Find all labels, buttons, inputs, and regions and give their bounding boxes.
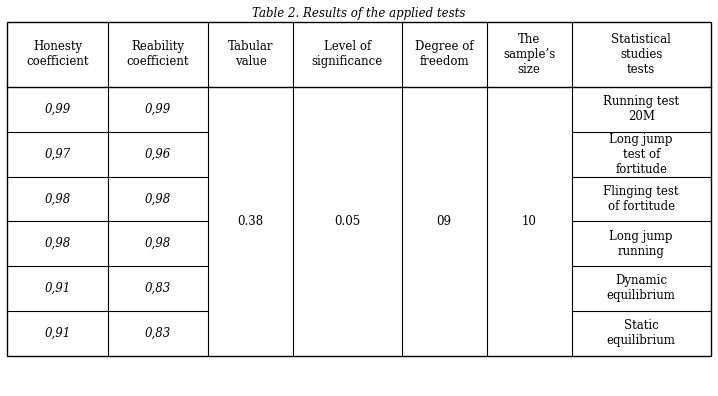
Bar: [7, 22, 711, 356]
Text: 0,98: 0,98: [145, 192, 171, 206]
Text: Long jump
test of
fortitude: Long jump test of fortitude: [610, 133, 673, 176]
Text: 09: 09: [437, 215, 452, 228]
Text: 0.38: 0.38: [238, 215, 264, 228]
Text: 10: 10: [522, 215, 536, 228]
Text: 0,98: 0,98: [145, 237, 171, 250]
Text: Statistical
studies
tests: Statistical studies tests: [611, 33, 671, 76]
Text: The
sample’s
size: The sample’s size: [503, 33, 555, 76]
Text: 0,99: 0,99: [45, 103, 70, 116]
Text: Flinging test
of fortitude: Flinging test of fortitude: [604, 185, 679, 213]
Text: Degree of
freedom: Degree of freedom: [415, 40, 473, 69]
Text: 0,91: 0,91: [45, 327, 70, 340]
Text: Reability
coefficient: Reability coefficient: [126, 40, 190, 69]
Text: 0,96: 0,96: [145, 148, 171, 161]
Text: Running test
20M: Running test 20M: [603, 95, 679, 124]
Text: Honesty
coefficient: Honesty coefficient: [26, 40, 89, 69]
Text: 0,99: 0,99: [145, 103, 171, 116]
Text: 0,91: 0,91: [45, 282, 70, 295]
Text: Level of
significance: Level of significance: [312, 40, 383, 69]
Text: Dynamic
equilibrium: Dynamic equilibrium: [607, 274, 676, 303]
Text: 0,98: 0,98: [45, 192, 70, 206]
Text: 0,83: 0,83: [145, 282, 171, 295]
Text: Table 2. Results of the applied tests: Table 2. Results of the applied tests: [252, 7, 466, 20]
Text: Tabular
value: Tabular value: [228, 40, 274, 69]
Text: 0,97: 0,97: [45, 148, 70, 161]
Text: Static
equilibrium: Static equilibrium: [607, 319, 676, 347]
Text: 0,83: 0,83: [145, 327, 171, 340]
Text: Long jump
running: Long jump running: [610, 230, 673, 258]
Text: 0,98: 0,98: [45, 237, 70, 250]
Text: 0.05: 0.05: [335, 215, 360, 228]
